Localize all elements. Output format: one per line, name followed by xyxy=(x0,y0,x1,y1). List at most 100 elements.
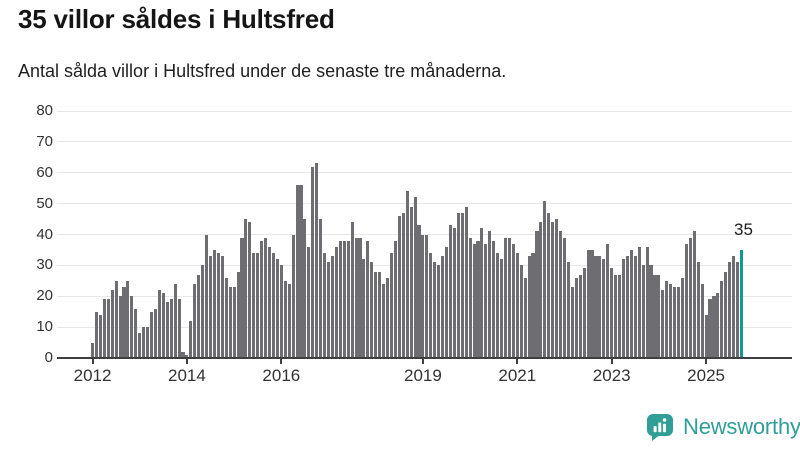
bar xyxy=(153,308,158,358)
bar xyxy=(503,237,508,358)
gridline-40 xyxy=(57,234,792,235)
gridline-60 xyxy=(57,172,792,174)
bar xyxy=(484,243,488,358)
x-axis-tick-label: 2016 xyxy=(262,366,301,385)
bar xyxy=(645,246,649,358)
bar xyxy=(98,314,102,358)
bar xyxy=(244,219,248,358)
bar xyxy=(311,166,315,358)
bar xyxy=(480,228,484,358)
bar xyxy=(157,290,161,358)
bar xyxy=(303,219,307,358)
bar xyxy=(161,293,165,358)
bar xyxy=(574,277,578,358)
bar xyxy=(515,253,519,358)
bar xyxy=(295,185,299,358)
bar xyxy=(661,290,665,358)
bar xyxy=(559,231,563,358)
bar xyxy=(606,243,610,358)
y-axis-tick-label: 40 xyxy=(36,225,53,243)
bar xyxy=(366,240,370,358)
bar xyxy=(507,237,511,358)
bar xyxy=(393,240,397,358)
bar xyxy=(680,277,685,358)
y-axis-tick-label: 0 xyxy=(44,349,53,366)
bar xyxy=(130,296,134,358)
bar xyxy=(350,222,354,358)
bar xyxy=(673,286,677,358)
y-axis-tick-label: 50 xyxy=(36,194,53,212)
bar xyxy=(291,234,295,358)
bar xyxy=(704,314,708,358)
x-axis-tick xyxy=(421,359,424,364)
bar xyxy=(91,342,95,358)
bar xyxy=(460,212,464,358)
bar xyxy=(299,185,303,358)
bar xyxy=(362,259,366,358)
bar xyxy=(488,231,492,358)
bar xyxy=(389,253,393,358)
bar xyxy=(283,280,287,358)
bar xyxy=(220,256,224,358)
chart-title: 35 villor såldes i Hultsfred xyxy=(18,4,335,34)
bar xyxy=(708,299,712,358)
bar xyxy=(256,253,260,358)
bar xyxy=(429,253,433,358)
bar xyxy=(146,327,150,358)
bar xyxy=(264,237,268,358)
bar xyxy=(641,265,645,358)
bar xyxy=(452,228,456,358)
bar xyxy=(649,265,653,358)
bar xyxy=(566,262,570,358)
bar xyxy=(492,240,496,358)
bar xyxy=(551,222,555,358)
bar xyxy=(138,333,142,358)
bar xyxy=(275,259,279,358)
bar xyxy=(287,283,291,358)
y-axis-tick-label: 30 xyxy=(36,256,53,274)
bar xyxy=(476,240,480,358)
x-axis-tick-label: 2014 xyxy=(168,366,206,385)
bar xyxy=(110,290,114,358)
bar xyxy=(232,286,236,358)
bar xyxy=(413,197,417,358)
gridline-70 xyxy=(57,141,792,143)
bar xyxy=(543,200,547,358)
bar xyxy=(724,271,728,358)
bar xyxy=(197,274,201,358)
bar xyxy=(326,262,331,358)
bar xyxy=(598,256,602,358)
bar xyxy=(271,253,275,358)
bar xyxy=(621,259,626,358)
bar xyxy=(240,237,244,358)
bar xyxy=(267,246,272,358)
bar xyxy=(696,262,700,358)
bar xyxy=(633,256,637,358)
bar xyxy=(692,231,696,358)
bar xyxy=(468,237,472,358)
bar xyxy=(94,311,99,358)
gridline-30 xyxy=(57,264,792,266)
bar xyxy=(173,283,177,358)
bar xyxy=(535,231,539,358)
x-axis-tick xyxy=(705,359,708,364)
highlighted-bar-latest xyxy=(739,249,744,358)
bar xyxy=(712,296,716,358)
latest-value-annotation: 35 xyxy=(734,220,753,239)
bar xyxy=(330,256,334,358)
bar xyxy=(456,212,460,358)
bar xyxy=(405,191,409,358)
bar xyxy=(374,271,378,358)
bar xyxy=(323,253,327,358)
bar xyxy=(637,246,641,358)
bar xyxy=(433,262,437,358)
bar xyxy=(201,265,205,358)
bar xyxy=(472,243,476,358)
bar xyxy=(102,299,106,358)
bar xyxy=(177,299,181,358)
bar xyxy=(216,253,220,358)
bar xyxy=(134,308,138,358)
newsworthy-logo-icon xyxy=(645,412,676,443)
bar xyxy=(496,253,500,358)
